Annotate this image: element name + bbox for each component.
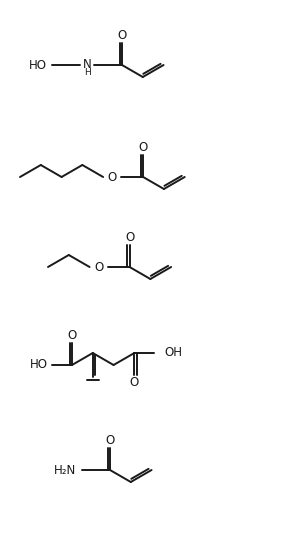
Text: O: O: [67, 328, 77, 341]
Text: O: O: [125, 231, 134, 243]
Text: H₂N: H₂N: [54, 463, 76, 477]
Text: O: O: [138, 141, 148, 154]
Text: O: O: [117, 28, 127, 42]
Text: N: N: [83, 57, 91, 71]
Text: HO: HO: [29, 58, 47, 72]
Text: O: O: [108, 171, 117, 184]
Text: H: H: [83, 67, 90, 77]
Text: OH: OH: [164, 347, 182, 360]
Text: O: O: [94, 261, 103, 273]
Text: O: O: [130, 377, 139, 389]
Text: O: O: [105, 433, 115, 447]
Text: HO: HO: [30, 358, 48, 371]
